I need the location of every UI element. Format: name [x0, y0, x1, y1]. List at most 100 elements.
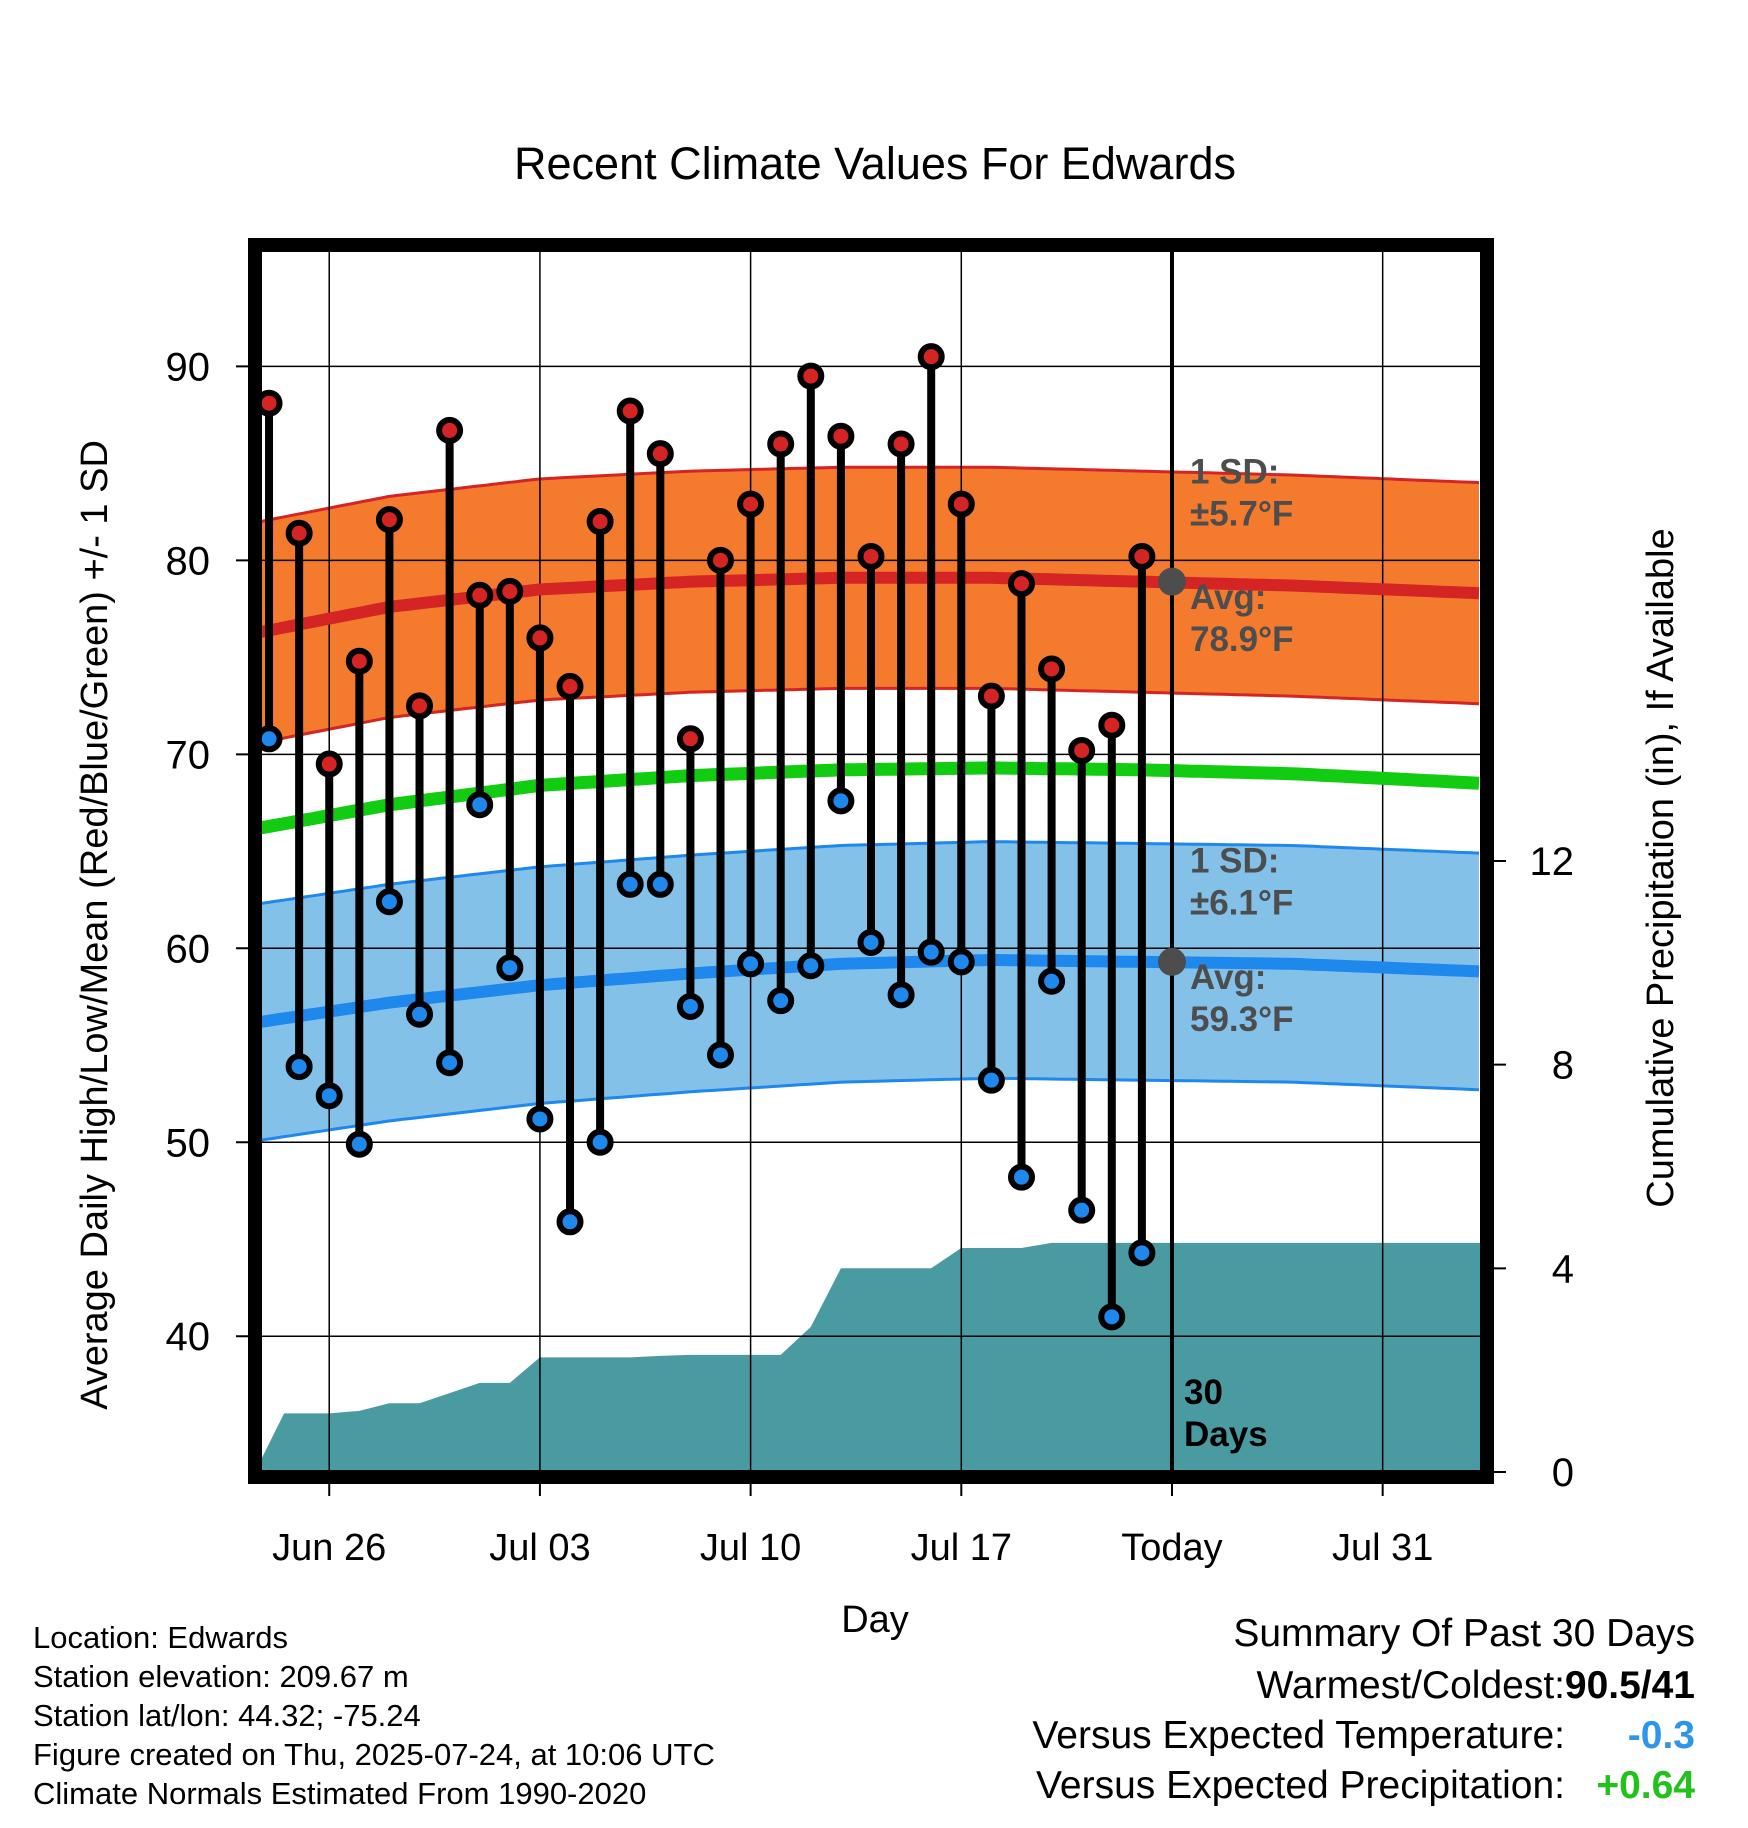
- summary-title: Summary Of Past 30 Days: [1233, 1612, 1695, 1655]
- daily-low-point: [977, 1066, 1005, 1094]
- y-tick-label: 40: [166, 1315, 211, 1359]
- low-avg-annotation: Avg:: [1190, 958, 1266, 997]
- daily-high-point: [436, 416, 464, 444]
- daily-low-point: [315, 1082, 343, 1110]
- daily-low-point: [1098, 1303, 1126, 1331]
- warmest-value: 90.5/41: [1564, 1664, 1695, 1707]
- daily-high-point: [1128, 542, 1156, 570]
- today-low-avg-marker: [1157, 947, 1186, 976]
- daily-low-point: [496, 954, 524, 982]
- period-label: Days: [1184, 1415, 1268, 1454]
- daily-high-point: [345, 647, 373, 675]
- y-axis-label: Average Daily High/Low/Mean (Red/Blue/Gr…: [74, 440, 116, 1410]
- daily-low-point: [616, 870, 644, 898]
- high-avg-annotation: 78.9°F: [1190, 620, 1294, 659]
- daily-high-point: [1007, 570, 1035, 598]
- daily-high-point: [315, 750, 343, 778]
- plot-area: [260, 250, 1482, 1472]
- daily-high-point: [737, 490, 765, 518]
- daily-low-point: [345, 1130, 373, 1158]
- daily-high-point: [586, 508, 614, 536]
- y-tick-label: 90: [166, 345, 211, 389]
- daily-high-point: [285, 519, 313, 547]
- summary-warmest-row: Warmest/Coldest: 90.5/41: [1233, 1664, 1695, 1714]
- daily-low-point: [827, 787, 855, 815]
- daily-high-point: [797, 362, 825, 390]
- warmest-label: Warmest/Coldest:: [1256, 1664, 1565, 1707]
- y2-tick-label: 12: [1530, 840, 1575, 884]
- latlon-text: Station lat/lon: 44.32; -75.24: [33, 1698, 421, 1733]
- y2-tick-label: 8: [1552, 1044, 1574, 1088]
- daily-high-point: [1068, 736, 1096, 764]
- y-tick-label: 70: [166, 733, 211, 777]
- daily-low-point: [375, 888, 403, 916]
- y-tick-label: 50: [166, 1121, 211, 1165]
- daily-high-point: [260, 389, 283, 417]
- daily-low-point: [556, 1208, 584, 1236]
- daily-low-point: [466, 791, 494, 819]
- daily-low-point: [586, 1128, 614, 1156]
- low-avg-annotation: 59.3°F: [1190, 1000, 1294, 1039]
- daily-low-point: [737, 950, 765, 978]
- high-band-upper: [260, 465, 1480, 524]
- high-sd-annotation: 1 SD:: [1190, 453, 1279, 492]
- daily-high-point: [375, 506, 403, 534]
- daily-high-point: [526, 624, 554, 652]
- daily-high-point: [646, 440, 674, 468]
- daily-low-point: [436, 1049, 464, 1077]
- daily-high-point: [887, 430, 915, 458]
- low-band: [260, 841, 1479, 1141]
- x-tick-label: Jul 31: [1332, 1527, 1433, 1569]
- elevation-text: Station elevation: 209.67 m: [33, 1659, 409, 1694]
- y2-axis-label: Cumulative Precipitation (in), If Availa…: [1640, 528, 1682, 1207]
- daily-low-point: [887, 981, 915, 1009]
- daily-low-point: [526, 1105, 554, 1133]
- daily-high-point: [1038, 655, 1066, 683]
- x-tick-label: Today: [1121, 1527, 1222, 1569]
- daily-low-point: [1068, 1196, 1096, 1224]
- x-tick-label: Jul 03: [489, 1527, 590, 1569]
- daily-low-point: [1007, 1163, 1035, 1191]
- daily-low-point: [285, 1053, 313, 1081]
- precip-vs-expected-label: Versus Expected Precipitation:: [1036, 1764, 1565, 1807]
- period-label: 30: [1184, 1373, 1223, 1412]
- daily-high-point: [466, 581, 494, 609]
- daily-high-point: [496, 577, 524, 605]
- daily-high-point: [977, 682, 1005, 710]
- daily-low-point: [707, 1041, 735, 1069]
- x-tick-label: Jul 10: [700, 1527, 801, 1569]
- precip-vs-expected-value: +0.64: [1596, 1764, 1695, 1807]
- precip-area: [260, 1242, 1482, 1472]
- low-band-lower: [260, 1076, 1480, 1142]
- daily-high-point: [406, 692, 434, 720]
- x-axis-label: Day: [841, 1599, 909, 1641]
- temp-vs-expected-label: Versus Expected Temperature:: [1032, 1714, 1565, 1757]
- low-sd-annotation: ±6.1°F: [1190, 884, 1293, 923]
- low-sd-annotation: 1 SD:: [1190, 842, 1279, 881]
- daily-low-point: [646, 870, 674, 898]
- daily-high-point: [707, 546, 735, 574]
- daily-high-point: [827, 422, 855, 450]
- daily-high-point: [616, 397, 644, 425]
- daily-low-point: [676, 992, 704, 1020]
- x-tick-label: Jul 17: [911, 1527, 1012, 1569]
- daily-low-point: [857, 928, 885, 956]
- daily-low-point: [260, 725, 283, 753]
- daily-low-point: [917, 938, 945, 966]
- station-info: Location: Edwards Station elevation: 209…: [33, 1618, 715, 1813]
- y2-tick-label: 0: [1552, 1451, 1574, 1495]
- y-tick-label: 60: [166, 927, 211, 971]
- summary-precip-row: Versus Expected Precipitation: +0.64: [1036, 1764, 1695, 1814]
- daily-low-point: [1128, 1239, 1156, 1267]
- x-tick-label: Jun 26: [272, 1527, 386, 1569]
- high-sd-annotation: ±5.7°F: [1190, 495, 1293, 534]
- daily-low-point: [797, 952, 825, 980]
- daily-high-point: [917, 343, 945, 371]
- daily-high-point: [857, 542, 885, 570]
- avg-low-line: [260, 954, 1480, 1028]
- daily-low-point: [947, 948, 975, 976]
- chart-title: Recent Climate Values For Edwards: [514, 138, 1236, 189]
- daily-high-point: [767, 430, 795, 458]
- summary-temp-row: Versus Expected Temperature: -0.3: [1032, 1714, 1695, 1764]
